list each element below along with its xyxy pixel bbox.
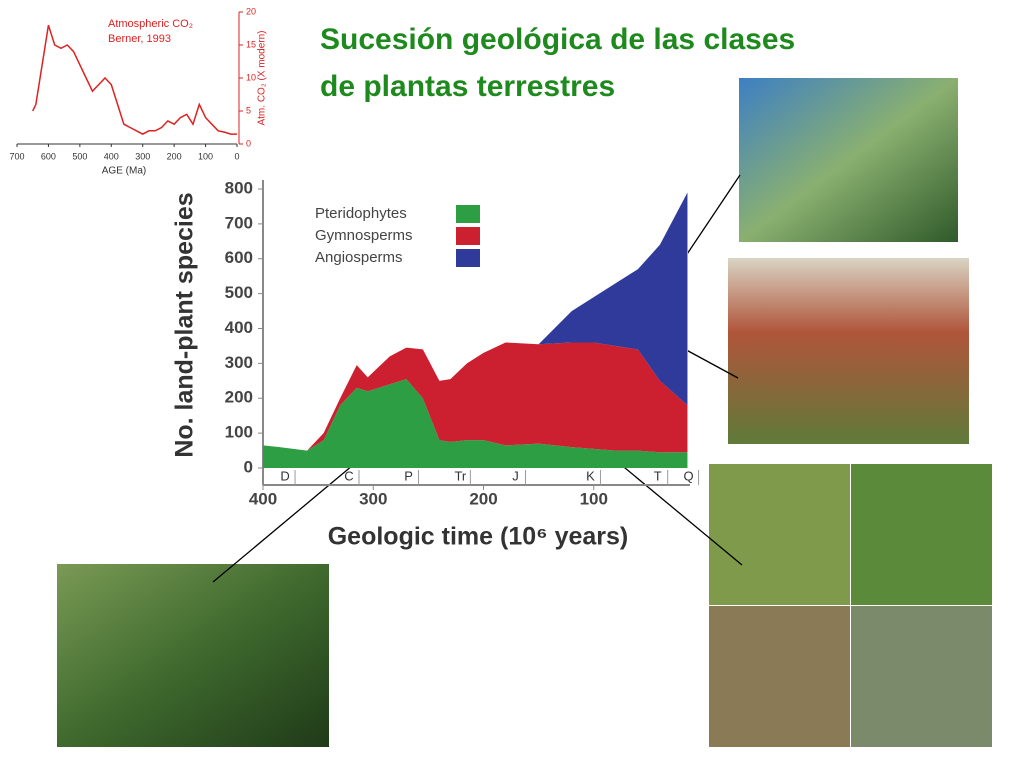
y-tick-label: 300 xyxy=(225,353,253,372)
period-label: T xyxy=(654,468,662,483)
x-axis-label: Geologic time (10⁶ years) xyxy=(328,523,629,551)
x-tick-label: 500 xyxy=(72,151,87,161)
y-tick-label: 0 xyxy=(244,457,253,476)
period-label: K xyxy=(586,468,595,483)
legend-swatch xyxy=(456,205,480,223)
area xyxy=(263,192,688,451)
y-tick-label: 400 xyxy=(225,318,253,337)
slide-title: de plantas terrestres xyxy=(320,70,615,103)
period-label: J xyxy=(512,468,519,483)
x-tick-label: 600 xyxy=(41,151,56,161)
co2-line xyxy=(32,24,237,135)
x-tick-label: 400 xyxy=(249,489,277,508)
photo-welwitschia xyxy=(851,606,992,747)
x-tick-label: 100 xyxy=(580,489,608,508)
y-tick-label: 100 xyxy=(225,423,253,442)
x-tick-label: 300 xyxy=(359,489,387,508)
legend-label: Pteridophytes xyxy=(315,205,407,222)
photo-flower xyxy=(739,78,958,242)
y-tick-label: 700 xyxy=(225,213,253,232)
y-tick-label: 20 xyxy=(246,6,256,16)
y-tick-label: 500 xyxy=(225,283,253,302)
legend-label: Gymnosperms xyxy=(315,227,413,244)
x-tick-label: 400 xyxy=(104,151,119,161)
photo-cycad xyxy=(709,464,850,605)
y-tick-label: 5 xyxy=(246,105,251,115)
period-label: C xyxy=(344,468,353,483)
y-tick-label: 15 xyxy=(246,39,256,49)
legend-label: Angiosperms xyxy=(315,249,403,266)
y-tick-label: 600 xyxy=(225,248,253,267)
chart-title: Atmospheric CO₂ xyxy=(108,18,193,30)
area xyxy=(263,379,688,468)
slide-title: Sucesión geológica de las clases xyxy=(320,23,795,56)
legend-swatch xyxy=(456,227,480,245)
y-tick-label: 10 xyxy=(246,72,256,82)
period-label: Q xyxy=(684,468,694,483)
period-label: Tr xyxy=(454,468,466,483)
y-tick-label: 800 xyxy=(225,178,253,197)
photo-ginkgo xyxy=(851,464,992,605)
x-tick-label: 200 xyxy=(469,489,497,508)
period-label: P xyxy=(404,468,413,483)
chart-subtitle: Berner, 1993 xyxy=(108,33,171,45)
legend-swatch xyxy=(456,249,480,267)
x-tick-label: 100 xyxy=(198,151,213,161)
y-tick-label: 200 xyxy=(225,388,253,407)
y-axis-label: Atm. CO₂ (X modern) xyxy=(257,30,268,125)
y-axis-label: No. land-plant species xyxy=(171,192,199,457)
x-tick-label: 0 xyxy=(234,151,239,161)
photo-grasses xyxy=(728,258,969,444)
y-tick-label: 0 xyxy=(246,138,251,148)
photo-ferns xyxy=(57,564,329,747)
photo-pine xyxy=(709,606,850,747)
x-tick-label: 300 xyxy=(135,151,150,161)
x-tick-label: 200 xyxy=(167,151,182,161)
x-axis-label: AGE (Ma) xyxy=(102,166,146,177)
period-label: D xyxy=(280,468,289,483)
x-tick-label: 700 xyxy=(9,151,24,161)
area xyxy=(263,342,688,453)
